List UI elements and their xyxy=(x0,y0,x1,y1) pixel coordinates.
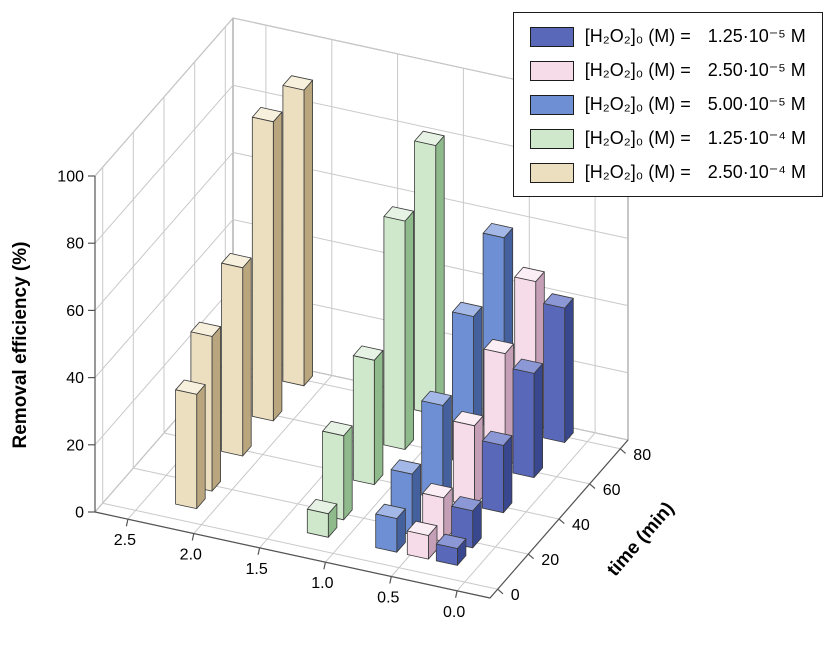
bar xyxy=(221,252,252,457)
legend-formula: [H₂O₂]₀ (M) = xyxy=(584,60,691,80)
bar xyxy=(352,345,384,486)
legend-swatch-icon xyxy=(529,26,574,47)
bar xyxy=(421,390,452,500)
tick-label: 100 xyxy=(57,169,84,186)
bar xyxy=(451,496,482,549)
tick-label: 40 xyxy=(66,370,84,387)
tick-label: 2.0 xyxy=(180,547,202,564)
tick-label: 1.0 xyxy=(311,575,333,592)
tick-label: 60 xyxy=(66,303,84,320)
legend-formula: [H₂O₂]₀ (M) = xyxy=(584,162,691,182)
tick-label: 2.5 xyxy=(114,532,136,549)
legend-item: [H₂O₂]₀ (M) = 1.25·10⁻⁴ M xyxy=(529,128,806,149)
axes: 0 20 40 60 80 100 2.5 2.0 1.5 1.0 0.5 0.0 0 20 40 60 80 xyxy=(57,169,651,621)
bar xyxy=(414,130,445,415)
tick-label: 60 xyxy=(603,482,621,499)
tick-label: 80 xyxy=(66,236,84,253)
tick-label: 20 xyxy=(66,437,84,454)
time-axis-title: time (min) xyxy=(603,498,678,580)
tick-label: 0.0 xyxy=(443,604,465,621)
tick-label: 0 xyxy=(75,505,84,522)
bar xyxy=(375,503,406,553)
legend-value: 1.25·10⁻⁴ M xyxy=(707,128,806,148)
legend-swatch-icon xyxy=(529,60,574,81)
legend-value: 5.00·10⁻⁵ M xyxy=(707,94,806,114)
bar xyxy=(322,420,353,521)
legend: [H₂O₂]₀ (M) = 1.25·10⁻⁵ M [H₂O₂]₀ (M) = 2.5… xyxy=(512,12,823,197)
bar xyxy=(282,75,314,387)
tick-label: 80 xyxy=(633,447,651,464)
bar xyxy=(512,358,543,479)
bar xyxy=(383,206,415,450)
bar xyxy=(251,107,283,422)
bar xyxy=(306,498,338,538)
legend-swatch-icon xyxy=(529,162,574,183)
legend-item: [H₂O₂]₀ (M) = 5.00·10⁻⁵ M xyxy=(529,94,806,115)
legend-item: [H₂O₂]₀ (M) = 2.50·10⁻⁴ M xyxy=(529,162,806,183)
bars xyxy=(175,75,574,566)
legend-item: [H₂O₂]₀ (M) = 2.50·10⁻⁵ M xyxy=(529,60,806,81)
z-axis-title: Removal efficiency (%) xyxy=(10,242,31,449)
legend-swatch-icon xyxy=(529,94,574,115)
legend-value: 1.25·10⁻⁵ M xyxy=(707,26,806,46)
bar xyxy=(435,533,467,566)
tick-label: 1.5 xyxy=(245,561,267,578)
bar xyxy=(543,293,574,443)
tick-label: 40 xyxy=(572,517,590,534)
bar xyxy=(175,379,206,510)
legend-formula: [H₂O₂]₀ (M) = xyxy=(584,128,691,148)
legend-formula: [H₂O₂]₀ (M) = xyxy=(584,26,691,46)
legend-item: [H₂O₂]₀ (M) = 1.25·10⁻⁵ M xyxy=(529,26,806,47)
bar xyxy=(452,410,484,507)
tick-label: 20 xyxy=(541,552,559,569)
tick-label: 0.5 xyxy=(377,590,399,607)
tick-label: 0 xyxy=(511,587,520,604)
legend-value: 2.50·10⁻⁴ M xyxy=(707,162,806,182)
legend-swatch-icon xyxy=(529,128,574,149)
legend-formula: [H₂O₂]₀ (M) = xyxy=(584,94,691,114)
bar xyxy=(406,520,438,560)
legend-value: 2.50·10⁻⁵ M xyxy=(707,60,806,80)
bar xyxy=(481,430,513,514)
